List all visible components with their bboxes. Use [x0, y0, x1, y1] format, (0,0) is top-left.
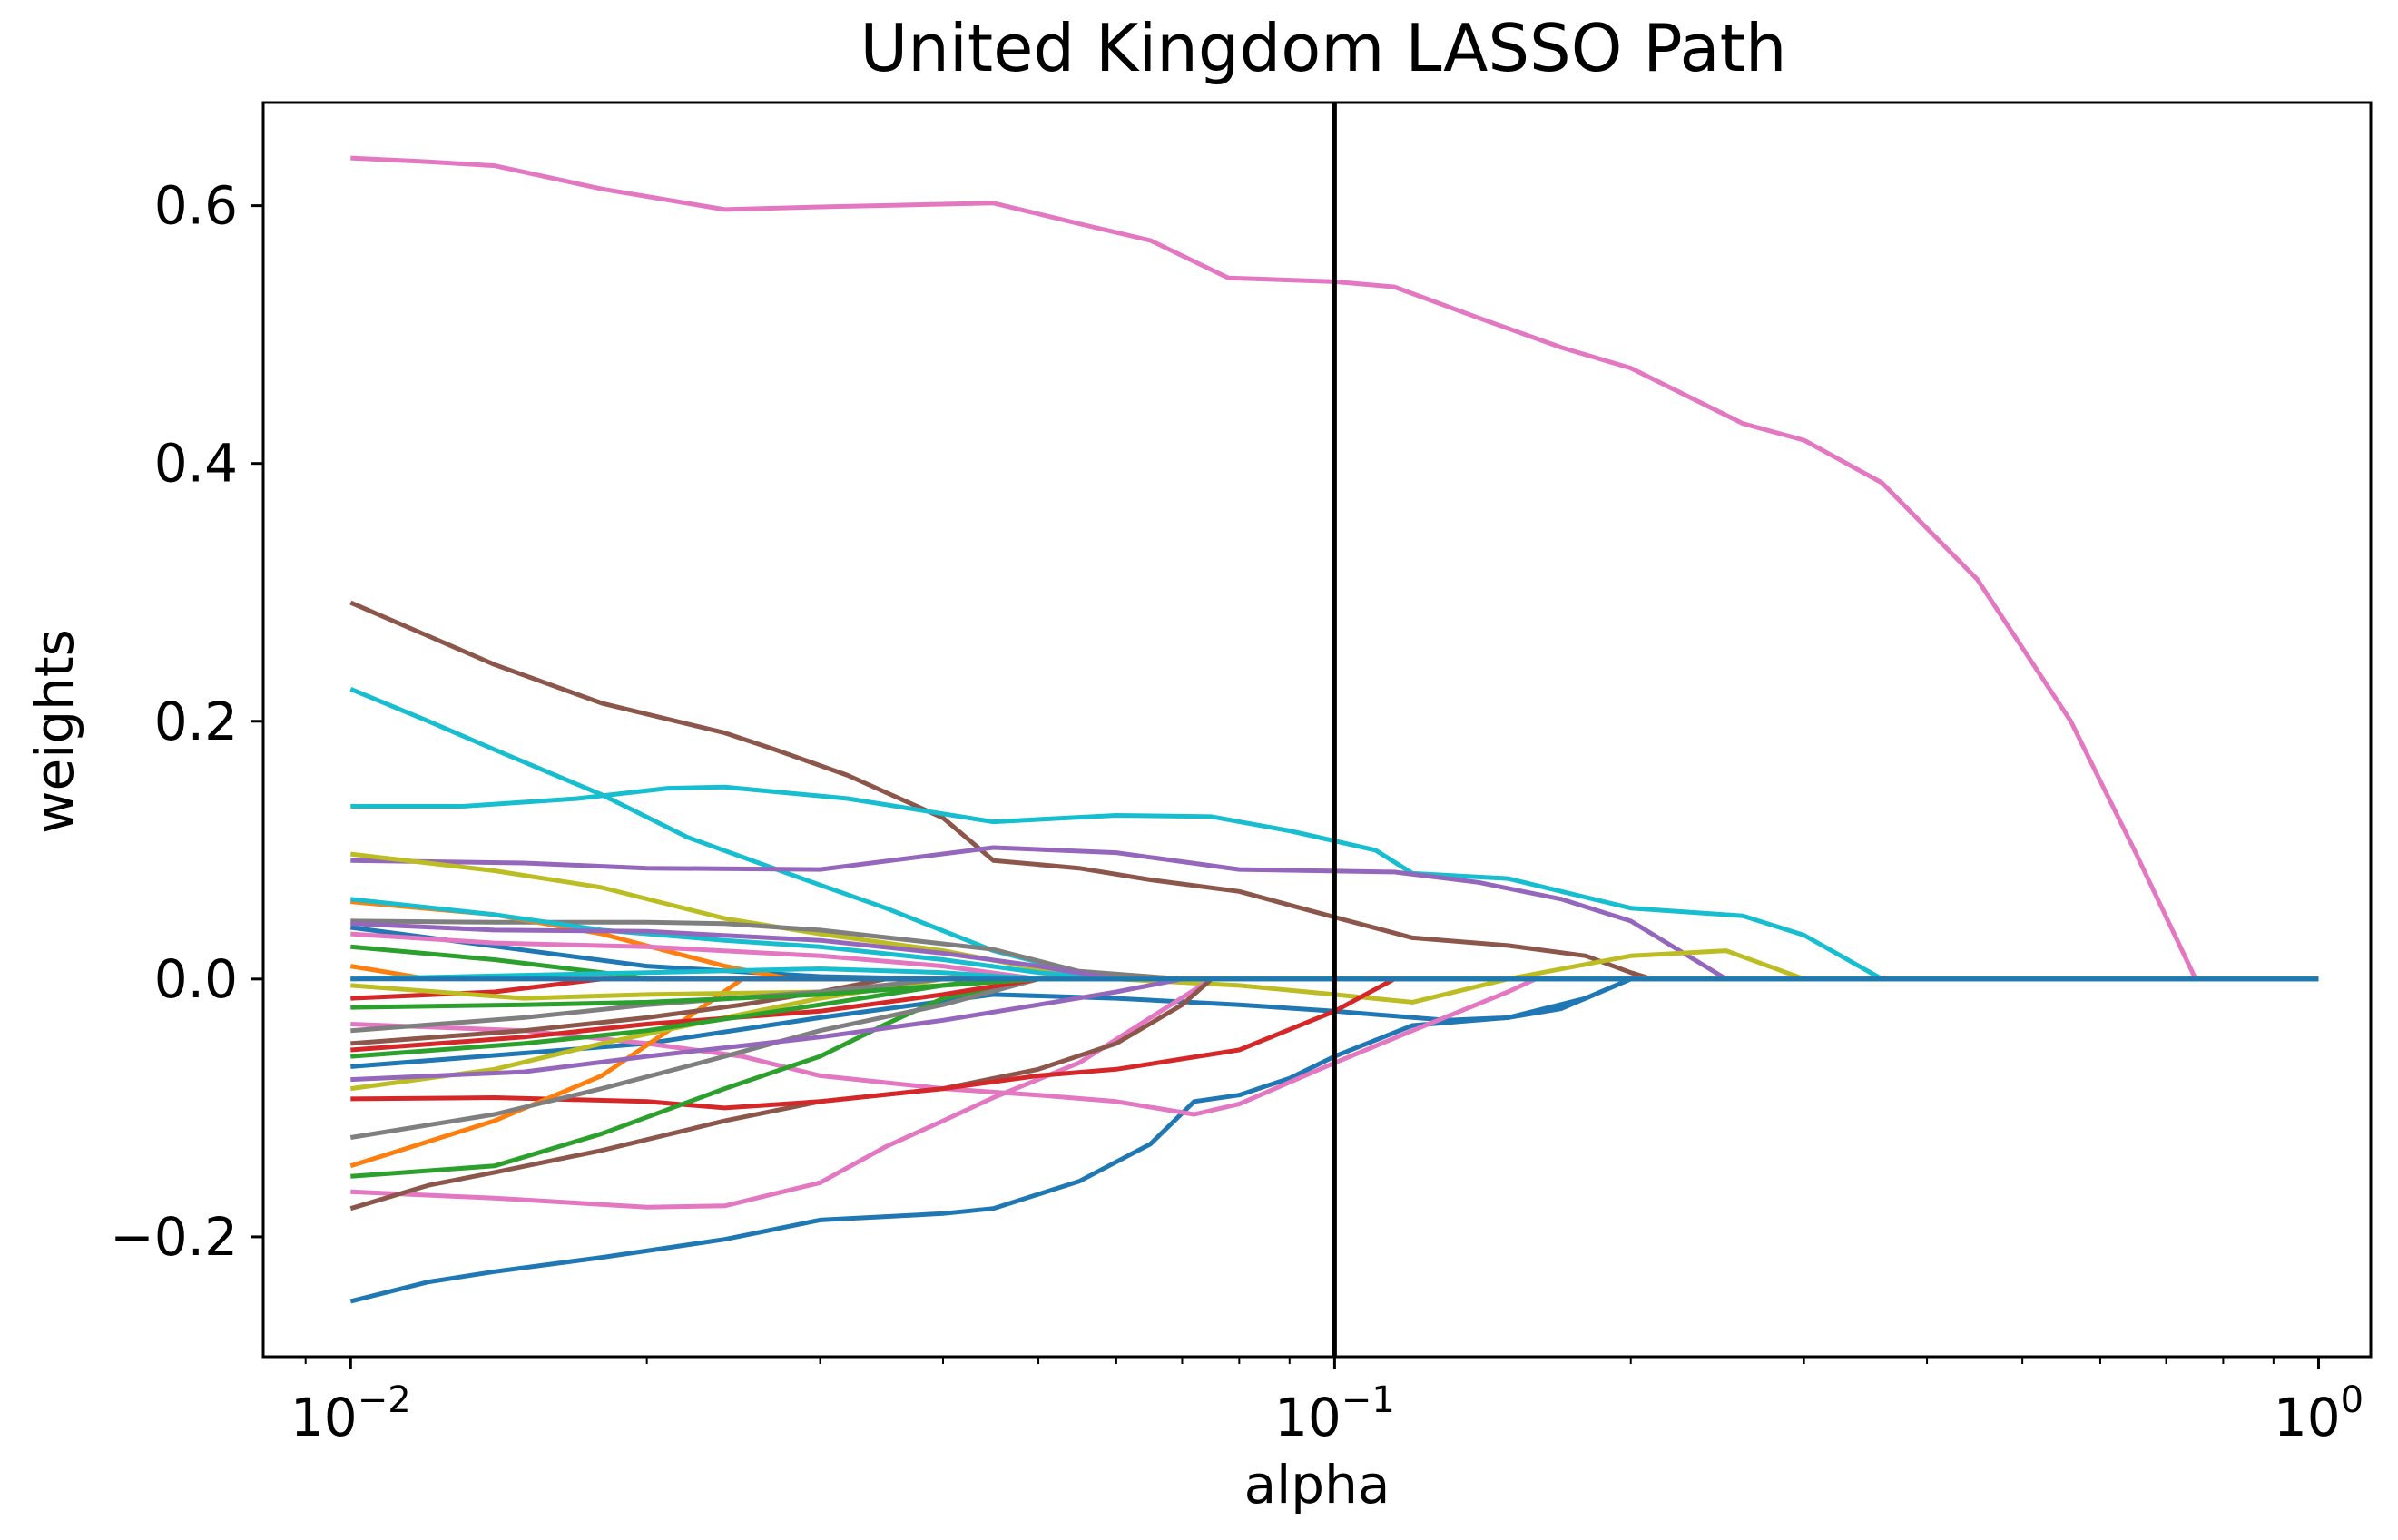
- x-axis: 10−2 10−1 100: [290, 1357, 2364, 1448]
- chart-title: United Kingdom LASSO Path: [860, 10, 1787, 86]
- series-line-9: [350, 976, 2319, 1069]
- y-axis-label: weights: [24, 629, 85, 834]
- y-tick-label: 0.0: [154, 948, 238, 1010]
- series-line-11: [350, 976, 2319, 1210]
- x-tick-label: 10−1: [1274, 1379, 1395, 1448]
- series-line-2: [349, 600, 2319, 982]
- y-tick-label: 0.2: [154, 691, 238, 752]
- y-tick-label: 0.6: [154, 175, 238, 237]
- series-line-4: [350, 784, 2319, 982]
- x-axis-label: alpha: [1244, 1454, 1391, 1515]
- series-line-1: [350, 155, 2319, 982]
- y-tick-label: 0.4: [154, 433, 238, 495]
- series-line-5: [350, 845, 2319, 982]
- plot-area: [349, 103, 2319, 1357]
- series-line-6: [350, 851, 2319, 1005]
- x-tick-label: 100: [2274, 1379, 2364, 1448]
- series-line-19: [350, 976, 2319, 1083]
- plot-frame: [261, 101, 2373, 1359]
- y-tick-label: −0.2: [110, 1206, 238, 1268]
- y-axis: −0.2 0.0 0.2 0.4 0.6: [110, 175, 263, 1268]
- series-line-12: [350, 976, 2319, 1117]
- x-tick-label: 10−2: [290, 1379, 411, 1448]
